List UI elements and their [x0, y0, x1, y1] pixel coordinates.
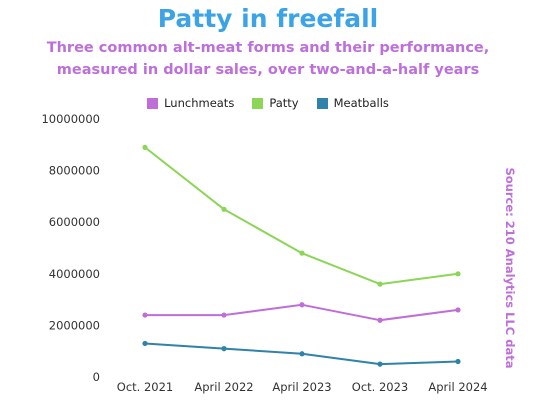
- y-tick-label-1: 8000000: [49, 164, 100, 178]
- legend-label-lunchmeats: Lunchmeats: [164, 96, 235, 110]
- legend-swatch-lunchmeats: [147, 97, 159, 109]
- data-point-lunchmeats-0: [142, 312, 148, 318]
- y-tick-label-5: 0: [93, 370, 100, 384]
- x-tick-label-2: April 2023: [272, 380, 331, 394]
- series-line-patty: [144, 146, 459, 286]
- y-tick-label-2: 6000000: [49, 215, 100, 229]
- legend-item-patty: Patty: [252, 96, 299, 110]
- legend-label-patty: Patty: [269, 96, 299, 110]
- x-tick-label-1: April 2022: [194, 380, 253, 394]
- y-tick-label-0: 10000000: [41, 112, 100, 126]
- data-point-lunchmeats-2: [299, 302, 305, 308]
- y-tick-label-3: 4000000: [49, 267, 100, 281]
- x-tick-label-3: Oct. 2023: [352, 380, 408, 394]
- legend: Lunchmeats Patty Meatballs: [0, 96, 536, 110]
- data-point-patty-3: [377, 281, 383, 287]
- data-point-patty-0: [142, 144, 148, 150]
- data-point-meatballs-3: [377, 361, 383, 367]
- data-point-lunchmeats-1: [221, 312, 227, 318]
- data-point-lunchmeats-4: [455, 307, 461, 313]
- legend-label-meatballs: Meatballs: [333, 96, 389, 110]
- data-point-patty-2: [299, 250, 305, 256]
- legend-swatch-patty: [252, 97, 264, 109]
- legend-item-meatballs: Meatballs: [316, 96, 389, 110]
- legend-swatch-meatballs: [316, 97, 328, 109]
- data-point-meatballs-0: [142, 340, 148, 347]
- data-point-patty-4: [455, 271, 461, 277]
- data-point-meatballs-1: [221, 346, 227, 352]
- y-tick-label-4: 2000000: [49, 318, 100, 332]
- data-point-lunchmeats-3: [377, 317, 383, 323]
- legend-item-lunchmeats: Lunchmeats: [147, 96, 234, 110]
- data-point-meatballs-2: [299, 351, 305, 357]
- source-note: Source: 210 Analytics LLC data: [503, 167, 517, 369]
- data-point-meatballs-4: [455, 358, 461, 365]
- chart-subtitle: Three common alt-meat forms and their pe…: [46, 40, 490, 78]
- chart-title: Patty in freefall: [157, 4, 379, 33]
- data-point-patty-1: [221, 206, 227, 212]
- x-tick-label-0: Oct. 2021: [117, 380, 173, 394]
- x-tick-label-4: April 2024: [428, 380, 487, 394]
